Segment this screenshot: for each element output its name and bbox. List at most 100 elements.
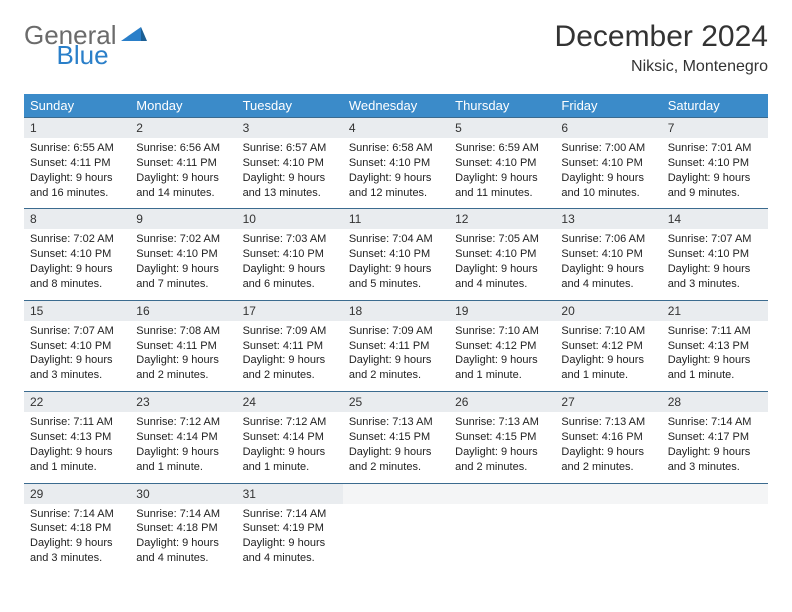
day-number-cell: 22 [24, 392, 130, 413]
sunrise-text: Sunrise: 7:08 AM [136, 324, 230, 339]
day-content-cell: Sunrise: 7:04 AMSunset: 4:10 PMDaylight:… [343, 229, 449, 300]
sunrise-text: Sunrise: 7:07 AM [30, 324, 124, 339]
sunrise-text: Sunrise: 7:11 AM [668, 324, 762, 339]
title-block: December 2024 Niksic, Montenegro [555, 20, 768, 76]
daylight-text: Daylight: 9 hours and 3 minutes. [30, 536, 124, 566]
day-content-row: Sunrise: 7:07 AMSunset: 4:10 PM Daylight:… [24, 321, 768, 392]
sunrise-text: Sunrise: 7:09 AM [243, 324, 337, 339]
day-content-cell: Sunrise: 7:05 AMSunset: 4:10 PMDaylight:… [449, 229, 555, 300]
day-content-cell: Sunrise: 7:07 AMSunset: 4:10 PMDaylight:… [24, 321, 130, 392]
sunrise-text: Sunrise: 7:14 AM [30, 507, 124, 522]
sunrise-text: Sunrise: 7:13 AM [561, 415, 655, 430]
month-title: December 2024 [555, 20, 768, 54]
sunset-text: Sunset: 4:12 PM [455, 339, 549, 354]
sunrise-text: Sunrise: 7:13 AM [455, 415, 549, 430]
day-content-cell: Sunrise: 6:58 AMSunset: 4:10 PMDaylight:… [343, 138, 449, 209]
day-number-cell [555, 483, 661, 504]
day-number-row: 15161718192021 [24, 300, 768, 321]
day-number-cell: 16 [130, 300, 236, 321]
daylight-text: Daylight: 9 hours and 7 minutes. [136, 262, 230, 292]
sunset-text: Sunset: 4:11 PM [30, 156, 124, 171]
daylight-text: Daylight: 9 hours and 5 minutes. [349, 262, 443, 292]
sunset-text: Sunset: 4:10 PM [455, 247, 549, 262]
day-content-cell: Sunrise: 7:12 AMSunset: 4:14 PMDaylight:… [130, 412, 236, 483]
sunset-text: Sunset: 4:10 PM [349, 156, 443, 171]
day-content-row: Sunrise: 7:02 AMSunset: 4:10 PMDaylight:… [24, 229, 768, 300]
daylight-text: Daylight: 9 hours and 4 minutes. [561, 262, 655, 292]
daylight-text: Daylight: 9 hours and 3 minutes. [668, 262, 762, 292]
day-content-cell: Sunrise: 6:56 AMSunset: 4:11 PMDaylight:… [130, 138, 236, 209]
sunset-text: Sunset: 4:10 PM [561, 156, 655, 171]
sunset-text: Sunset: 4:18 PM [136, 521, 230, 536]
day-content-cell: Sunrise: 7:14 AMSunset: 4:17 PMDaylight:… [662, 412, 768, 483]
sunset-text: Sunset: 4:12 PM [561, 339, 655, 354]
day-content-cell: Sunrise: 7:09 AMSunset: 4:11 PMDaylight:… [343, 321, 449, 392]
sunset-text: Sunset: 4:10 PM [561, 247, 655, 262]
daylight-text: Daylight: 9 hours and 4 minutes. [136, 536, 230, 566]
day-number-cell: 27 [555, 392, 661, 413]
sunset-text: Sunset: 4:10 PM [668, 156, 762, 171]
sunset-text: Sunset: 4:10 PM [243, 247, 337, 262]
day-number-cell: 29 [24, 483, 130, 504]
day-content-cell: Sunrise: 7:11 AMSunset: 4:13 PMDaylight:… [662, 321, 768, 392]
sunrise-text: Sunrise: 6:59 AM [455, 141, 549, 156]
sunset-text: Sunset: 4:19 PM [243, 521, 337, 536]
day-content-cell: Sunrise: 7:02 AMSunset: 4:10 PMDaylight:… [130, 229, 236, 300]
day-number-cell: 28 [662, 392, 768, 413]
day-number-cell: 1 [24, 118, 130, 139]
sunset-text: Sunset: 4:10 PM [30, 339, 124, 354]
day-number-cell [662, 483, 768, 504]
day-number-row: 22232425262728 [24, 392, 768, 413]
sunrise-text: Sunrise: 7:12 AM [243, 415, 337, 430]
day-number-cell: 14 [662, 209, 768, 230]
sunrise-text: Sunrise: 7:09 AM [349, 324, 443, 339]
day-number-cell: 11 [343, 209, 449, 230]
day-content-cell: Sunrise: 7:06 AMSunset: 4:10 PMDaylight:… [555, 229, 661, 300]
day-content-cell: Sunrise: 7:11 AMSunset: 4:13 PMDaylight:… [24, 412, 130, 483]
daylight-text: Daylight: 9 hours and 1 minute. [668, 353, 762, 383]
day-number-cell: 17 [237, 300, 343, 321]
day-content-cell: Sunrise: 7:00 AMSunset: 4:10 PMDaylight:… [555, 138, 661, 209]
sunset-text: Sunset: 4:11 PM [136, 339, 230, 354]
sunrise-text: Sunrise: 7:05 AM [455, 232, 549, 247]
day-content-cell: Sunrise: 7:14 AMSunset: 4:19 PMDaylight:… [237, 504, 343, 574]
sunrise-text: Sunrise: 7:13 AM [349, 415, 443, 430]
daylight-text: Daylight: 9 hours and 8 minutes. [30, 262, 124, 292]
sunrise-text: Sunrise: 6:57 AM [243, 141, 337, 156]
day-content-cell: Sunrise: 7:14 AMSunset: 4:18 PMDaylight:… [130, 504, 236, 574]
day-number-cell: 8 [24, 209, 130, 230]
sunset-text: Sunset: 4:15 PM [455, 430, 549, 445]
weekday-header: Wednesday [343, 94, 449, 118]
day-number-cell: 30 [130, 483, 236, 504]
daylight-text: Daylight: 9 hours and 1 minute. [561, 353, 655, 383]
daylight-text: Daylight: 9 hours and 2 minutes. [455, 445, 549, 475]
daylight-text: Daylight: 9 hours and 1 minute. [136, 445, 230, 475]
daylight-text: Daylight: 9 hours and 12 minutes. [349, 171, 443, 201]
daylight-text: Daylight: 9 hours and 10 minutes. [561, 171, 655, 201]
day-number-cell: 7 [662, 118, 768, 139]
location: Niksic, Montenegro [555, 58, 768, 76]
day-content-cell: Sunrise: 6:57 AMSunset: 4:10 PMDaylight:… [237, 138, 343, 209]
weekday-header: Tuesday [237, 94, 343, 118]
daylight-text: Daylight: 9 hours and 4 minutes. [243, 536, 337, 566]
weekday-header: Monday [130, 94, 236, 118]
sunrise-text: Sunrise: 7:12 AM [136, 415, 230, 430]
daylight-text: Daylight: 9 hours and 1 minute. [243, 445, 337, 475]
sunset-text: Sunset: 4:11 PM [349, 339, 443, 354]
day-number-cell: 5 [449, 118, 555, 139]
day-number-cell: 23 [130, 392, 236, 413]
sunset-text: Sunset: 4:17 PM [668, 430, 762, 445]
logo-text-blue: Blue [57, 40, 109, 70]
daylight-text: Daylight: 9 hours and 11 minutes. [455, 171, 549, 201]
sunrise-text: Sunrise: 7:11 AM [30, 415, 124, 430]
day-number-cell: 10 [237, 209, 343, 230]
day-content-cell: Sunrise: 7:07 AMSunset: 4:10 PMDaylight:… [662, 229, 768, 300]
day-content-cell: Sunrise: 7:14 AMSunset: 4:18 PMDaylight:… [24, 504, 130, 574]
weekday-header: Sunday [24, 94, 130, 118]
day-number-cell [449, 483, 555, 504]
sunset-text: Sunset: 4:10 PM [30, 247, 124, 262]
day-content-cell [555, 504, 661, 574]
sunrise-text: Sunrise: 7:10 AM [561, 324, 655, 339]
day-content-cell: Sunrise: 7:02 AMSunset: 4:10 PMDaylight:… [24, 229, 130, 300]
weekday-header: Thursday [449, 94, 555, 118]
